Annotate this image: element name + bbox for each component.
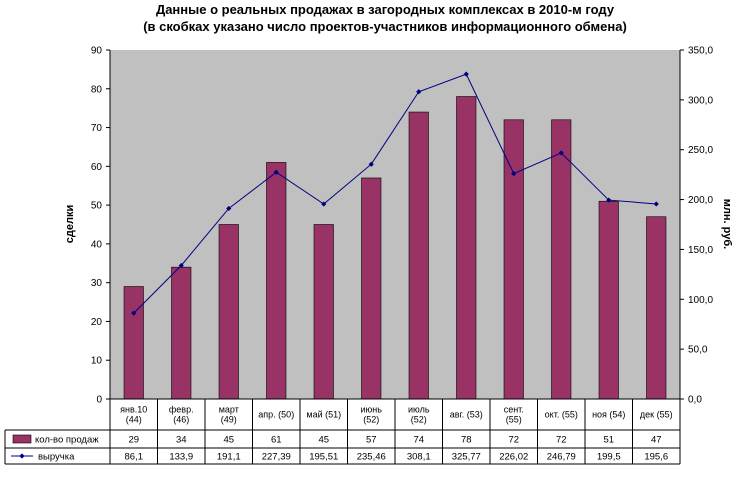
x-tick-label: апр. (50) bbox=[258, 410, 294, 420]
revenue-point bbox=[178, 262, 184, 269]
legend-key-bars bbox=[12, 434, 32, 444]
legend-label-line: выручка bbox=[38, 452, 75, 463]
bar bbox=[361, 177, 382, 400]
x-tick-label: дек (55) bbox=[640, 410, 673, 420]
line-value-cell: 191,1 bbox=[217, 452, 241, 463]
revenue-line bbox=[133, 73, 657, 314]
line-value-cell: 235,46 bbox=[357, 452, 386, 463]
x-tick-label: янв.10 (44) bbox=[120, 405, 147, 425]
bar bbox=[171, 266, 192, 400]
x-tick-label: май (51) bbox=[306, 410, 341, 420]
revenue-point bbox=[131, 310, 137, 316]
chart-subtitle: (в скобках указано число проектов-участн… bbox=[143, 19, 627, 34]
line-value-cell: 227,39 bbox=[262, 452, 291, 463]
revenue-point bbox=[606, 197, 612, 203]
line-value-cell: 199,5 bbox=[597, 452, 621, 463]
bar-value-cell: 45 bbox=[318, 435, 329, 446]
revenue-point bbox=[273, 169, 279, 175]
bar-value-cell: 47 bbox=[651, 435, 662, 446]
y2-tick-label: 350,0 bbox=[688, 46, 713, 57]
y2-tick-label: 300,0 bbox=[688, 95, 713, 106]
line-value-cell: 308,1 bbox=[407, 452, 431, 463]
y-tick-label: 40 bbox=[91, 239, 103, 250]
x-tick-label: ноя (54) bbox=[592, 410, 625, 420]
line-value-cell: 195,6 bbox=[644, 452, 668, 463]
bar bbox=[313, 224, 334, 400]
x-tick-label: авг. (53) bbox=[450, 410, 483, 420]
bar-value-cell: 29 bbox=[128, 435, 139, 446]
bar-value-cell: 45 bbox=[223, 435, 234, 446]
revenue-point bbox=[416, 89, 422, 95]
y-tick-label: 0 bbox=[96, 395, 102, 406]
y2-tick-label: 150,0 bbox=[688, 245, 713, 256]
y2-tick-label: 250,0 bbox=[688, 145, 713, 156]
line-value-cell: 246,79 bbox=[547, 452, 576, 463]
line-value-cell: 226,02 bbox=[499, 452, 528, 463]
revenue-point bbox=[321, 201, 327, 207]
revenue-point bbox=[653, 201, 659, 207]
chart-title: Данные о реальных продажах в загородных … bbox=[156, 2, 615, 17]
revenue-point bbox=[558, 150, 564, 156]
bar bbox=[123, 286, 144, 400]
x-tick-label: март (49) bbox=[219, 405, 239, 425]
bar bbox=[598, 200, 619, 400]
bar bbox=[456, 96, 477, 400]
y-tick-label: 10 bbox=[91, 356, 103, 367]
bar-value-cell: 51 bbox=[603, 435, 614, 446]
bar-value-cell: 72 bbox=[508, 435, 519, 446]
revenue-point bbox=[226, 205, 232, 212]
bar bbox=[503, 119, 524, 400]
legend-label-bars: кол-во продаж bbox=[35, 435, 99, 446]
bar bbox=[551, 119, 572, 400]
bar-value-cell: 74 bbox=[413, 435, 424, 446]
y-tick-label: 70 bbox=[91, 123, 103, 134]
revenue-point bbox=[368, 161, 374, 167]
bar bbox=[266, 162, 287, 400]
line-value-cell: 195,51 bbox=[309, 452, 338, 463]
bar-value-cell: 72 bbox=[556, 435, 567, 446]
y-axis-title: сделки bbox=[64, 205, 76, 243]
y2-tick-label: 200,0 bbox=[688, 195, 713, 206]
line-value-cell: 325,77 bbox=[452, 452, 481, 463]
line-value-cell: 133,9 bbox=[169, 452, 193, 463]
y-tick-label: 30 bbox=[91, 278, 103, 289]
y-tick-label: 80 bbox=[91, 84, 103, 95]
plot-area bbox=[110, 50, 680, 399]
bar bbox=[408, 111, 429, 400]
revenue-point bbox=[511, 171, 517, 177]
y2-tick-label: 0,0 bbox=[688, 395, 702, 406]
y-tick-label: 50 bbox=[91, 201, 103, 212]
x-tick-label: февр. (46) bbox=[169, 405, 194, 425]
x-tick-label: июль (52) bbox=[408, 405, 430, 425]
y-tick-label: 90 bbox=[91, 46, 103, 57]
x-tick-label: окт. (55) bbox=[545, 410, 578, 420]
y2-tick-label: 50,0 bbox=[688, 345, 708, 356]
bar-value-cell: 57 bbox=[366, 435, 377, 446]
bar bbox=[646, 216, 667, 400]
line-value-cell: 86,1 bbox=[125, 452, 144, 463]
bar bbox=[218, 224, 239, 400]
y-tick-label: 20 bbox=[91, 317, 103, 328]
bar-value-cell: 78 bbox=[461, 435, 472, 446]
y2-tick-label: 100,0 bbox=[688, 295, 713, 306]
y-tick-label: 60 bbox=[91, 162, 103, 173]
y2-axis-title: млн. руб. bbox=[721, 199, 733, 249]
x-tick-label: июнь (52) bbox=[361, 405, 383, 425]
bar-value-cell: 34 bbox=[176, 435, 187, 446]
revenue-point bbox=[463, 71, 469, 77]
bar-value-cell: 61 bbox=[271, 435, 282, 446]
legend-key-line-marker bbox=[19, 453, 25, 459]
x-tick-label: сент. (55) bbox=[504, 405, 524, 425]
